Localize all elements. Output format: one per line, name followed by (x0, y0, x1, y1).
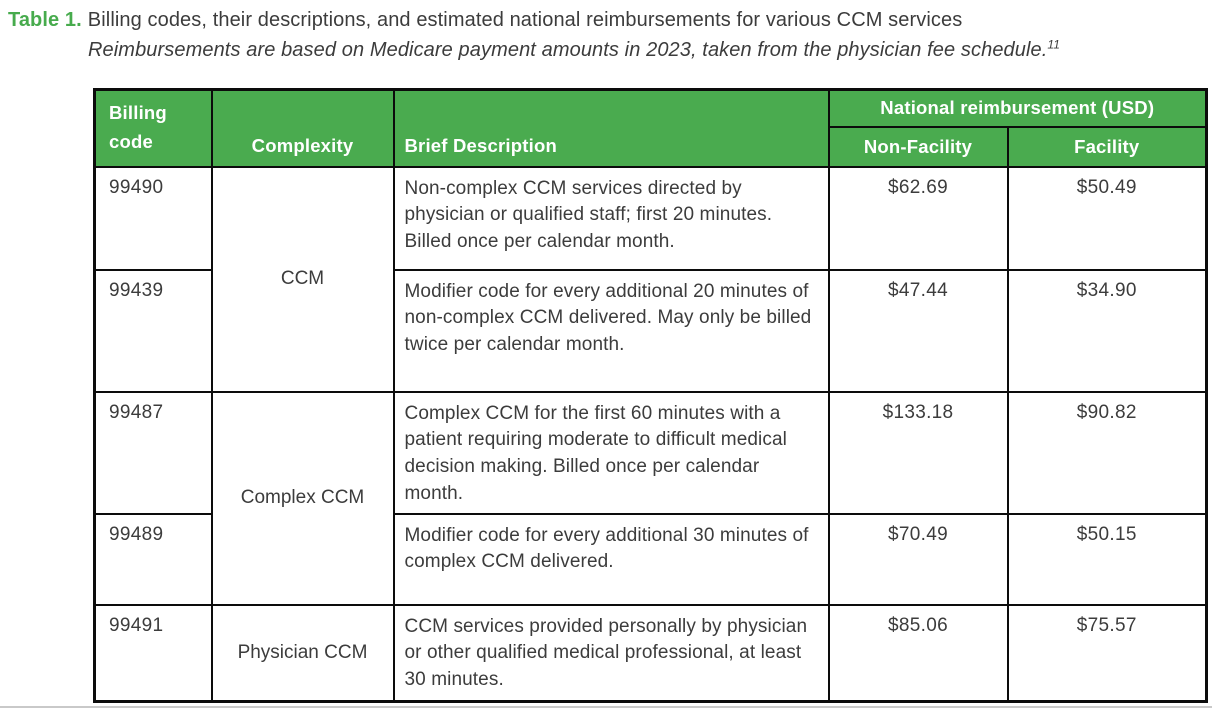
table-row-99487: 99487 Complex CCM Complex CCM for the fi… (93, 390, 1208, 606)
header-row-sub: Non-Facility Facility (95, 125, 1208, 168)
billing-code-cell: 99490 (93, 165, 213, 271)
table-row-99490: 99490 CCM Non-complex CCM services direc… (93, 165, 1208, 393)
non-facility-amount-cell: $47.44 (827, 268, 1009, 393)
table-caption: Table 1. Billing codes, their description… (8, 7, 1208, 62)
caption-line: Table 1. Billing codes, their description… (8, 7, 1208, 34)
table-row-99491: 99491 Physician CCM CCM services provide… (93, 603, 1208, 703)
facility-amount-cell: $75.57 (1006, 603, 1208, 703)
billing-code-cell: 99491 (93, 603, 213, 703)
non-facility-amount-cell: $62.69 (827, 165, 1009, 271)
billing-code-cell: 99439 (93, 268, 213, 393)
caption-text: Billing codes, their descriptions, and e… (87, 9, 963, 31)
facility-amount-cell: $50.49 (1006, 165, 1208, 271)
reference-superscript: 11 (1047, 37, 1061, 52)
description-cell: Complex CCM for the first 60 minutes wit… (392, 390, 830, 515)
page-bottom-divider (0, 706, 1212, 708)
table-number-label: Table 1. (8, 9, 82, 31)
non-facility-amount-cell: $85.06 (827, 603, 1009, 703)
description-cell: Modifier code for every additional 20 mi… (392, 268, 830, 393)
facility-amount-cell: $34.90 (1006, 268, 1208, 393)
billing-code-cell: 99487 (93, 390, 213, 515)
description-cell: Modifier code for every additional 30 mi… (392, 512, 830, 606)
complexity-cell-physician-ccm: Physician CCM (210, 603, 395, 703)
facility-amount-cell: $90.82 (1006, 390, 1208, 515)
column-group-header-national-reimbursement: National reimbursement (USD) (827, 88, 1208, 128)
subtitle-text: Reimbursements are based on Medicare pay… (88, 39, 1048, 61)
non-facility-amount-cell: $133.18 (827, 390, 1009, 515)
billing-codes-table: Billing code Complexity Brief Descriptio… (93, 88, 1208, 703)
column-header-complexity: Complexity (210, 88, 395, 168)
billing-code-cell: 99489 (93, 512, 213, 606)
table-row-99439: 99439 Modifier code for every additional… (93, 268, 1208, 393)
column-header-facility: Facility (1006, 125, 1208, 168)
complexity-cell-complex-ccm: Complex CCM (210, 390, 395, 606)
column-header-brief-description: Brief Description (392, 88, 830, 168)
header-row-top: Billing code Complexity Brief Descriptio… (93, 88, 1208, 168)
description-cell: CCM services provided personally by phys… (392, 603, 830, 703)
facility-amount-cell: $50.15 (1006, 512, 1208, 606)
column-header-non-facility: Non-Facility (827, 125, 1009, 168)
column-header-billing-code: Billing code (93, 88, 213, 168)
non-facility-amount-cell: $70.49 (827, 512, 1009, 606)
table-row-99489: 99489 Modifier code for every additional… (93, 512, 1208, 606)
caption-subtitle: Reimbursements are based on Medicare pay… (88, 37, 1208, 62)
description-cell: Non-complex CCM services directed by phy… (392, 165, 830, 271)
complexity-cell-ccm: CCM (210, 165, 395, 393)
